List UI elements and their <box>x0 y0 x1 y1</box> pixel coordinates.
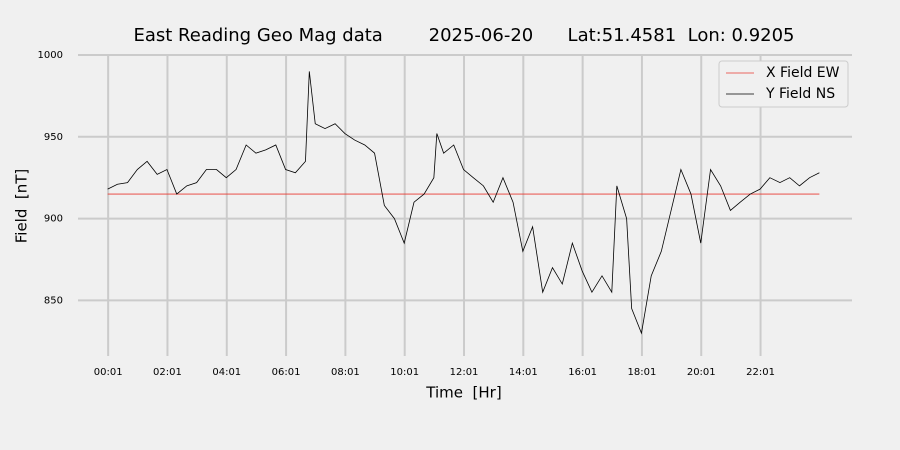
chart-title: East Reading Geo Mag data 2025-06-20 Lat… <box>133 25 794 46</box>
x-tick-label: 12:01 <box>450 367 479 378</box>
x-axis-label: Time [Hr] <box>425 384 501 402</box>
y-tick-label: 850 <box>44 295 63 306</box>
x-tick-label: 02:01 <box>153 367 182 378</box>
legend-box <box>718 60 849 108</box>
legend-label: X Field EW <box>766 65 840 81</box>
x-tick-label: 06:01 <box>272 367 301 378</box>
x-tick-label: 22:01 <box>746 367 775 378</box>
x-tick-label: 14:01 <box>509 367 538 378</box>
x-tick-label: 00:01 <box>94 367 123 378</box>
legend-label: Y Field NS <box>765 86 835 102</box>
y-tick-label: 900 <box>44 214 63 225</box>
y-axis-label: Field [nT] <box>13 169 31 244</box>
x-tick-label: 04:01 <box>212 367 241 378</box>
x-tick-label: 18:01 <box>628 367 657 378</box>
x-tick-label: 08:01 <box>331 367 360 378</box>
data-line <box>107 71 820 335</box>
y-tick-label: 1000 <box>38 50 63 61</box>
x-tick-label: 20:01 <box>687 367 716 378</box>
x-tick-label: 16:01 <box>568 367 597 378</box>
x-tick-label: 10:01 <box>390 367 419 378</box>
y-tick-label: 950 <box>44 132 63 143</box>
